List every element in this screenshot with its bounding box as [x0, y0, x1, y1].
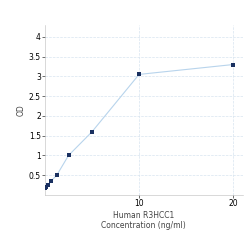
X-axis label: Human R3HCC1
Concentration (ng/ml): Human R3HCC1 Concentration (ng/ml) [102, 211, 186, 230]
Point [137, 72, 141, 76]
Point [46, 183, 50, 187]
Point [55, 173, 59, 177]
Point [49, 179, 53, 183]
Point [231, 62, 235, 66]
Point [90, 130, 94, 134]
Point [44, 185, 48, 189]
Point [66, 154, 70, 158]
Point [43, 186, 47, 190]
Y-axis label: OD: OD [17, 104, 26, 116]
